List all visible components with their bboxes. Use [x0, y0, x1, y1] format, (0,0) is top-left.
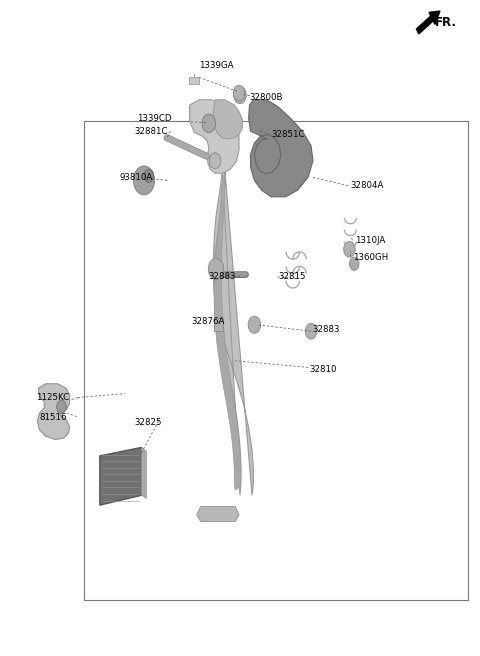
Circle shape: [344, 241, 355, 257]
Text: 32810: 32810: [310, 365, 337, 374]
Text: 32851C: 32851C: [271, 130, 305, 139]
Text: 32815: 32815: [278, 272, 306, 281]
Text: 32883: 32883: [209, 272, 236, 281]
Text: 32804A: 32804A: [350, 181, 384, 190]
Polygon shape: [213, 167, 253, 495]
Text: FR.: FR.: [434, 16, 456, 30]
Text: 32876A: 32876A: [191, 317, 225, 326]
Bar: [84, 121, 468, 600]
Text: 32825: 32825: [134, 418, 162, 427]
Text: 32883: 32883: [312, 325, 339, 335]
Text: 1339GA: 1339GA: [199, 61, 234, 70]
Text: 32881C: 32881C: [134, 127, 168, 136]
Circle shape: [248, 316, 261, 333]
Text: 1360GH: 1360GH: [353, 253, 388, 262]
Polygon shape: [249, 100, 313, 197]
Circle shape: [202, 114, 216, 133]
Polygon shape: [100, 447, 142, 505]
Text: 93810A: 93810A: [119, 173, 152, 182]
Polygon shape: [189, 77, 199, 84]
Circle shape: [349, 257, 359, 270]
Polygon shape: [142, 447, 146, 499]
Text: 81516: 81516: [40, 413, 67, 422]
Polygon shape: [197, 506, 239, 522]
Bar: [214, 318, 223, 331]
Circle shape: [133, 166, 155, 195]
Circle shape: [208, 258, 224, 279]
Polygon shape: [190, 100, 239, 173]
Circle shape: [209, 153, 221, 169]
Circle shape: [144, 169, 154, 182]
Text: 1339CD: 1339CD: [137, 113, 171, 123]
Circle shape: [57, 400, 66, 413]
Text: 1310JA: 1310JA: [355, 236, 385, 245]
Text: 32800B: 32800B: [250, 92, 283, 102]
Circle shape: [233, 85, 245, 101]
FancyArrow shape: [417, 11, 440, 34]
Circle shape: [234, 87, 246, 104]
Polygon shape: [37, 384, 70, 440]
Polygon shape: [214, 171, 241, 490]
Circle shape: [305, 323, 317, 339]
Text: 1125KC: 1125KC: [36, 393, 69, 402]
Polygon shape: [213, 100, 242, 139]
